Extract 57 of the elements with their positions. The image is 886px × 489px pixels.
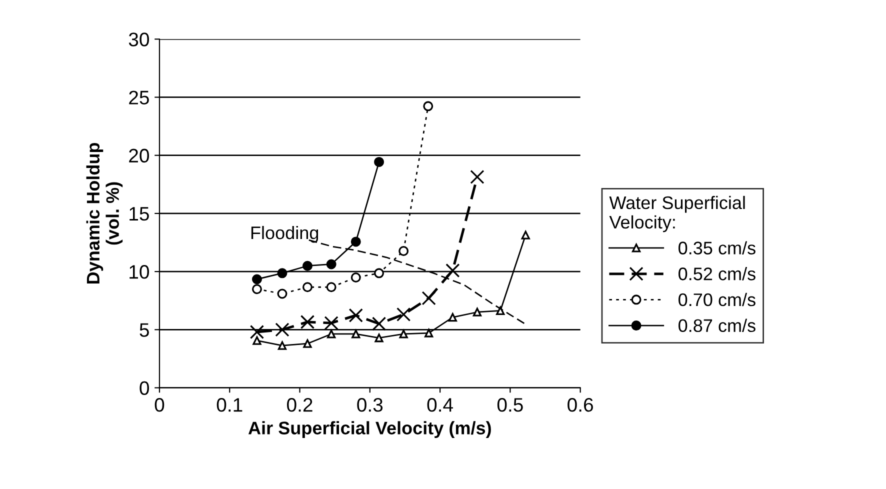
point <box>372 316 386 331</box>
x-tick-label: 0.5 <box>497 398 523 412</box>
x-tick-label: 0.6 <box>568 398 593 412</box>
point <box>350 236 361 247</box>
point <box>374 156 384 167</box>
point <box>374 334 384 342</box>
point <box>252 274 262 284</box>
annotation: Flooding <box>251 226 318 243</box>
x-tick-label: 0 <box>154 398 164 412</box>
y-tick-label: 15 <box>130 207 149 221</box>
y-tick-label: 0 <box>140 381 149 396</box>
point <box>374 268 384 278</box>
x-tick-label: 0.2 <box>287 398 312 412</box>
point <box>252 336 262 345</box>
y-tick-label: 30 <box>128 32 149 46</box>
y-tick-label: 25 <box>129 90 149 104</box>
x-tick-label: 0.4 <box>427 398 453 412</box>
point <box>423 101 434 112</box>
x-tick-label: 0.1 <box>216 398 242 412</box>
point <box>277 268 288 278</box>
point <box>446 263 460 278</box>
legend-label: 0.35 cm/s <box>678 241 756 254</box>
point <box>422 291 436 306</box>
point <box>326 259 336 270</box>
point <box>302 282 312 292</box>
point <box>350 272 361 282</box>
point <box>521 230 530 240</box>
point <box>448 313 457 322</box>
legend-label: 0.87 cm/s <box>678 318 756 332</box>
legend-label: 0.52 cm/s <box>678 267 756 280</box>
point <box>300 314 315 330</box>
x-axis-title: Air Superficial Velocity (m/s) <box>248 421 491 438</box>
point <box>396 307 411 322</box>
point <box>472 308 482 316</box>
point <box>250 324 264 340</box>
point <box>348 308 363 322</box>
x-tick-label: 0.3 <box>357 398 383 412</box>
point <box>277 288 288 299</box>
point <box>278 341 287 350</box>
point <box>302 260 312 271</box>
y-tick-label: 5 <box>140 323 149 337</box>
point <box>470 170 484 184</box>
legend-title: Water Superficial Velocity: <box>609 196 745 232</box>
point <box>303 339 312 348</box>
point <box>275 322 290 337</box>
point <box>324 316 338 330</box>
point <box>399 330 408 338</box>
legend-label: 0.70 cm/s <box>678 292 756 306</box>
y-tick-label: 20 <box>129 148 149 163</box>
y-axis-title: Dynamic Holdup (vol. %) <box>86 142 123 284</box>
point <box>326 282 336 292</box>
point <box>352 330 360 338</box>
point <box>398 246 409 256</box>
point <box>252 284 262 294</box>
y-tick-label: 10 <box>130 265 149 279</box>
point <box>424 328 434 338</box>
point <box>327 330 336 338</box>
